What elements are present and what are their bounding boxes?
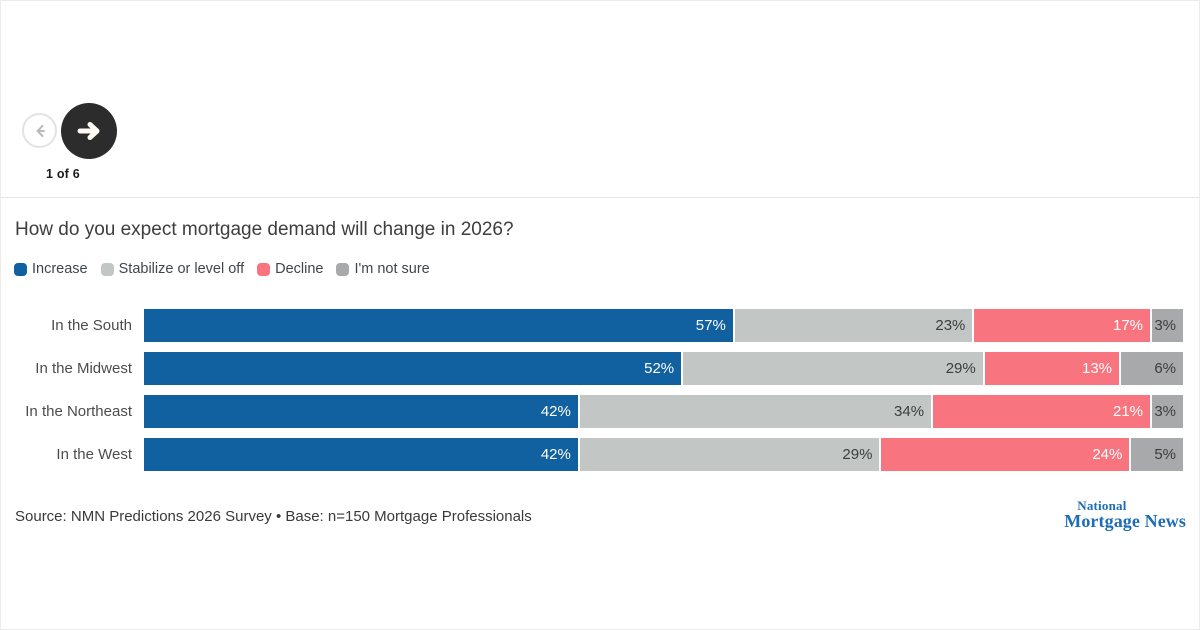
bar-row: In the West 42% 29% 24% 5% xyxy=(15,438,1183,471)
prev-slide-button[interactable] xyxy=(22,113,57,148)
bar-segment[interactable]: 29% xyxy=(683,352,983,385)
bar-track: 57% 23% 17% 3% xyxy=(144,309,1183,342)
bar-value-label: 3% xyxy=(1154,403,1176,420)
bar-row-label: In the West xyxy=(56,446,132,463)
bar-rows: In the South 57% 23% 17% 3% In the Midwest 52%… xyxy=(15,309,1183,481)
bar-value-label: 57% xyxy=(695,317,726,334)
bar-track: 42% 34% 21% 3% xyxy=(144,395,1183,428)
legend-swatch-icon xyxy=(100,262,114,276)
source-note: Source: NMN Predictions 2026 Survey • Ba… xyxy=(15,508,532,525)
legend-swatch-icon xyxy=(336,262,350,276)
bar-value-label: 6% xyxy=(1154,360,1176,377)
bar-segment[interactable]: 3% xyxy=(1152,395,1183,428)
legend-item: Stabilize or level off xyxy=(100,261,245,277)
chart-title: How do you expect mortgage demand will c… xyxy=(15,219,514,240)
bar-segment[interactable]: 24% xyxy=(881,438,1130,471)
bar-segment[interactable]: 5% xyxy=(1131,438,1183,471)
bar-value-label: 3% xyxy=(1154,317,1176,334)
bar-value-label: 34% xyxy=(894,403,925,420)
bar-row: In the South 57% 23% 17% 3% xyxy=(15,309,1183,342)
legend-item-label: Decline xyxy=(275,261,324,277)
slide-counter: 1 of 6 xyxy=(46,167,80,181)
bar-value-label: 29% xyxy=(945,360,976,377)
bar-value-label: 29% xyxy=(842,446,873,463)
logo-text-mortgage-news: Mortgage News xyxy=(1064,511,1186,531)
bar-value-label: 23% xyxy=(935,317,966,334)
bar-segment[interactable]: 6% xyxy=(1121,352,1183,385)
legend-swatch-icon xyxy=(257,262,271,276)
bar-segment[interactable]: 57% xyxy=(144,309,733,342)
bar-segment[interactable]: 42% xyxy=(144,395,578,428)
legend-item-label: I'm not sure xyxy=(354,261,430,277)
bar-value-label: 42% xyxy=(540,446,571,463)
bar-segment[interactable]: 42% xyxy=(144,438,578,471)
bar-segment[interactable]: 13% xyxy=(984,352,1120,385)
legend-item: Increase xyxy=(14,261,88,277)
legend-swatch-icon xyxy=(14,262,27,276)
legend-item: I'm not sure xyxy=(336,261,430,277)
bar-track: 42% 29% 24% 5% xyxy=(144,438,1183,471)
bar-row: In the Midwest 52% 29% 13% 6% xyxy=(15,352,1183,385)
bar-segment[interactable]: 17% xyxy=(974,309,1151,342)
bar-row-label: In the South xyxy=(51,317,132,334)
bar-row-label: In the Midwest xyxy=(35,360,132,377)
national-mortgage-news-logo: National Mortgage News xyxy=(1064,499,1186,530)
arrow-left-icon xyxy=(31,122,49,140)
bar-value-label: 17% xyxy=(1112,317,1144,334)
section-divider xyxy=(1,197,1199,198)
bar-segment[interactable]: 34% xyxy=(579,395,932,428)
bar-segment[interactable]: 3% xyxy=(1152,309,1183,342)
logo-text-national: National xyxy=(1077,498,1127,513)
bar-row-label: In the Northeast xyxy=(25,403,132,420)
bar-segment[interactable]: 21% xyxy=(933,395,1151,428)
chart-legend: Increase Stabilize or level off Decline I'm… xyxy=(14,261,430,277)
legend-item: Decline xyxy=(257,261,323,277)
bar-track: 52% 29% 13% 6% xyxy=(144,352,1183,385)
bar-value-label: 13% xyxy=(1081,360,1113,377)
bar-value-label: 21% xyxy=(1112,403,1144,420)
next-slide-button[interactable] xyxy=(61,103,117,159)
bar-value-label: 24% xyxy=(1092,446,1123,463)
bar-value-label: 5% xyxy=(1154,446,1176,463)
bar-segment[interactable]: 29% xyxy=(579,438,880,471)
bar-row: In the Northeast 42% 34% 21% 3% xyxy=(15,395,1183,428)
legend-item-label: Increase xyxy=(32,261,88,277)
bar-value-label: 52% xyxy=(644,360,675,377)
arrow-right-icon xyxy=(74,116,104,146)
bar-value-label: 42% xyxy=(540,403,571,420)
bar-segment[interactable]: 23% xyxy=(734,309,973,342)
legend-item-label: Stabilize or level off xyxy=(118,261,245,277)
bar-segment[interactable]: 52% xyxy=(144,352,682,385)
